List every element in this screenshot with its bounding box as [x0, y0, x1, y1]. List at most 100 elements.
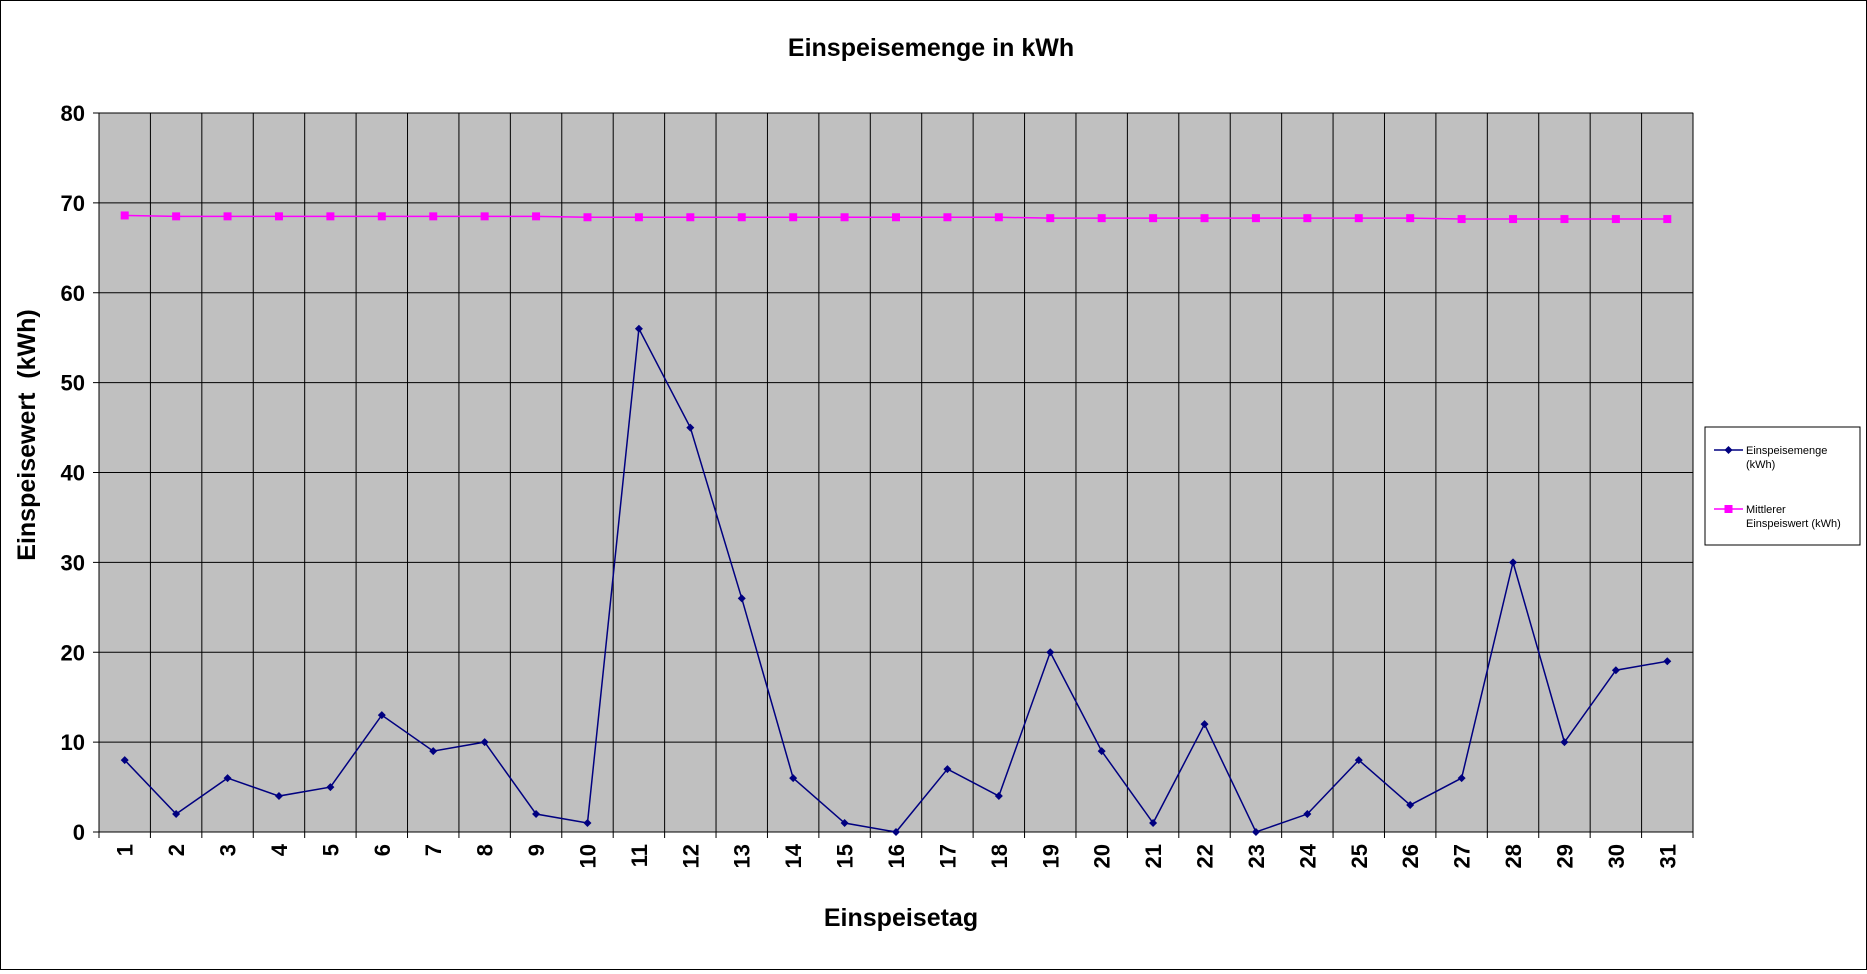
data-point-mittlerer: [532, 212, 541, 221]
data-point-einspeisemenge: [1560, 738, 1569, 747]
x-tick-label: 19: [1038, 844, 1063, 868]
x-tick-label: 23: [1244, 844, 1269, 868]
data-point-einspeisemenge: [583, 819, 592, 828]
data-point-einspeisemenge: [274, 792, 283, 801]
legend-label-mittlerer-line2: Einspeiswert (kWh): [1746, 518, 1841, 530]
y-tick-label: 0: [73, 820, 85, 845]
data-point-einspeisemenge: [1046, 648, 1055, 657]
x-tick-label: 13: [730, 844, 755, 868]
y-tick-label: 50: [61, 371, 85, 396]
y-axis-label: Einspeisewert (kWh): [13, 309, 41, 560]
legend-marker-mittlerer: [1724, 505, 1733, 513]
data-point-mittlerer: [1406, 214, 1415, 223]
legend-label-mittlerer: Mittlerer Einspeiswert (kWh): [1746, 504, 1841, 530]
data-point-mittlerer: [1560, 215, 1569, 224]
data-point-einspeisemenge: [326, 783, 335, 792]
x-axis-label: Einspeisetag: [824, 904, 978, 932]
data-point-einspeisemenge: [1149, 819, 1158, 828]
x-tick-label: 6: [370, 844, 395, 856]
x-tick-label: 30: [1604, 844, 1629, 868]
y-tick-label: 60: [61, 281, 85, 306]
chart-title: Einspeisemenge in kWh: [788, 34, 1074, 62]
x-tick-label: 11: [627, 844, 652, 867]
data-point-mittlerer: [994, 213, 1003, 222]
x-tick-label: 3: [216, 844, 241, 856]
data-point-mittlerer: [480, 212, 489, 221]
data-point-mittlerer: [943, 213, 952, 222]
x-tick-label: 1: [113, 844, 138, 856]
x-tick-label: 9: [524, 844, 549, 856]
data-point-einspeisemenge: [1457, 774, 1466, 783]
data-point-einspeisemenge: [377, 711, 386, 720]
x-tick-label: 22: [1193, 844, 1218, 868]
x-tick-label: 31: [1655, 844, 1680, 868]
series-layer: [120, 211, 1672, 836]
x-tick-label: 2: [164, 844, 189, 856]
x-tick-label: 15: [833, 844, 858, 868]
data-point-einspeisemenge: [1611, 666, 1620, 675]
x-tick-label: 29: [1552, 844, 1577, 868]
y-tick-label: 70: [61, 191, 85, 216]
y-axis-ticks: 0 10 20 30 40 50 60 70 80: [61, 101, 99, 845]
legend-label-einspeisemenge-line1: Einspeisemenge: [1746, 445, 1827, 457]
legend-label-einspeisemenge-line2: (kWh): [1746, 459, 1775, 471]
data-point-einspeisemenge: [1354, 756, 1363, 765]
data-point-mittlerer: [1046, 214, 1055, 223]
data-point-einspeisemenge: [1406, 801, 1415, 810]
data-point-mittlerer: [1509, 215, 1518, 224]
legend-label-einspeisemenge: Einspeisemenge (kWh): [1746, 445, 1830, 471]
x-tick-label: 8: [473, 844, 498, 856]
data-point-einspeisemenge: [943, 765, 952, 774]
data-point-einspeisemenge: [120, 756, 129, 765]
legend-marker-einspeisemenge: [1724, 446, 1733, 454]
x-tick-label: 21: [1141, 844, 1166, 868]
x-tick-label: 25: [1347, 844, 1372, 868]
data-point-einspeisemenge: [789, 774, 798, 783]
data-point-mittlerer: [429, 212, 438, 221]
x-tick-label: 4: [267, 843, 292, 856]
x-tick-label: 16: [884, 844, 909, 868]
data-point-mittlerer: [172, 212, 181, 221]
data-point-einspeisemenge: [1200, 720, 1209, 729]
data-point-mittlerer: [326, 212, 335, 221]
data-point-einspeisemenge: [1509, 558, 1518, 567]
legend-box: [1704, 426, 1861, 546]
data-point-einspeisemenge: [634, 324, 643, 333]
data-point-einspeisemenge: [1663, 657, 1672, 666]
data-point-mittlerer: [737, 213, 746, 222]
data-point-einspeisemenge: [1251, 828, 1260, 836]
x-tick-label: 26: [1398, 844, 1423, 868]
data-point-einspeisemenge: [1097, 747, 1106, 756]
data-point-mittlerer: [583, 213, 592, 222]
legend-label-mittlerer-line1: Mittlerer: [1746, 504, 1786, 516]
x-axis-ticks: 1 2 3 4 5 6 7 8 9 10 11 12 13 14 15 16 17 18 19 20 21 22 23 24 2…: [98, 832, 1694, 868]
data-point-einspeisemenge: [223, 774, 232, 783]
data-point-einspeisemenge: [429, 747, 438, 756]
x-tick-label: 7: [421, 844, 446, 856]
data-point-mittlerer: [840, 213, 849, 222]
data-point-einspeisemenge: [840, 819, 849, 828]
data-point-mittlerer: [634, 213, 643, 222]
data-point-einspeisemenge: [892, 828, 900, 836]
x-tick-label: 28: [1501, 844, 1526, 868]
data-point-mittlerer: [1354, 214, 1363, 223]
x-tick-label: 24: [1295, 843, 1320, 868]
data-point-mittlerer: [789, 213, 798, 222]
data-point-mittlerer: [223, 212, 232, 221]
data-point-mittlerer: [1251, 214, 1260, 223]
data-point-mittlerer: [1200, 214, 1209, 223]
data-point-einspeisemenge: [1303, 810, 1312, 819]
data-point-mittlerer: [892, 213, 900, 222]
y-tick-label: 40: [61, 461, 85, 486]
data-point-einspeisemenge: [737, 594, 746, 603]
x-tick-label: 17: [935, 844, 960, 868]
data-point-mittlerer: [1663, 215, 1672, 224]
data-point-mittlerer: [377, 212, 386, 221]
data-point-einspeisemenge: [686, 423, 695, 432]
y-tick-label: 20: [61, 640, 85, 665]
y-tick-label: 80: [61, 101, 85, 126]
x-tick-label: 27: [1450, 844, 1475, 868]
data-point-einspeisemenge: [532, 810, 541, 819]
